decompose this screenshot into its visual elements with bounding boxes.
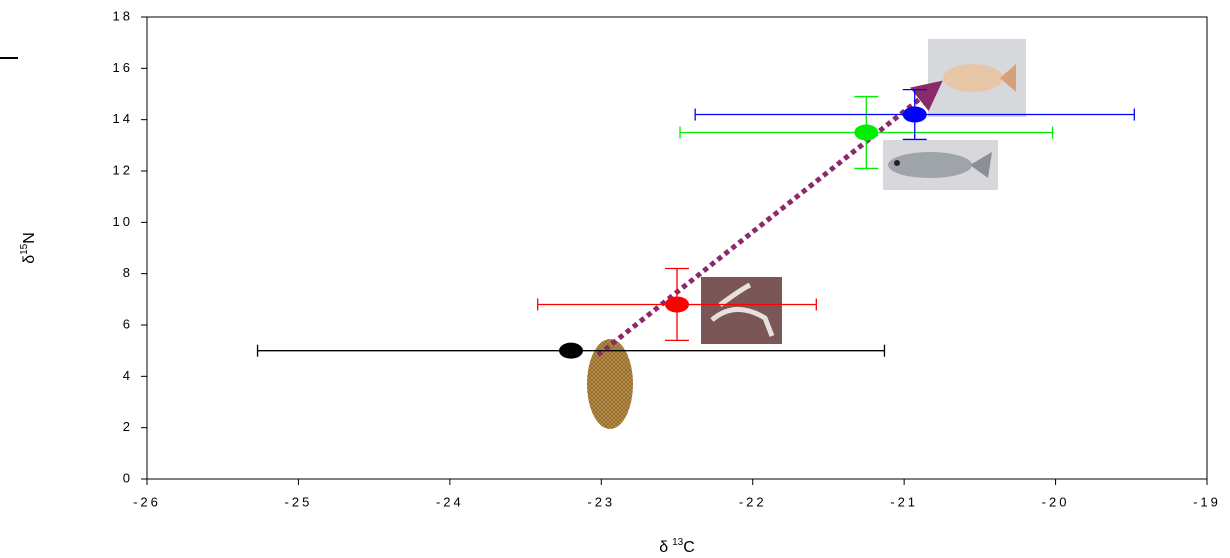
x-tick-label: -22 bbox=[739, 494, 767, 509]
shrimp-photo bbox=[701, 277, 782, 344]
y-tick-label: 0 bbox=[123, 470, 133, 485]
x-tick-label: -20 bbox=[1042, 494, 1070, 509]
y-tick-label: 10 bbox=[113, 214, 133, 229]
y-axis-label: δ15N bbox=[19, 232, 39, 264]
x-tick-label: -25 bbox=[285, 494, 313, 509]
point bbox=[665, 296, 689, 313]
y-tick-label: 4 bbox=[123, 368, 133, 383]
y-tick-label: 2 bbox=[123, 419, 133, 434]
x-tick-label: -26 bbox=[133, 494, 161, 509]
y-tick-label: 12 bbox=[113, 162, 133, 177]
plot-frame bbox=[146, 16, 1208, 480]
point bbox=[902, 106, 927, 123]
x-tick-label: -24 bbox=[436, 494, 464, 509]
producer-ellipse bbox=[587, 339, 633, 429]
point bbox=[854, 124, 879, 141]
x-axis-label: δ 13C bbox=[659, 537, 695, 557]
y-tick-label: 16 bbox=[113, 60, 133, 75]
y-tick-label: 6 bbox=[123, 316, 133, 331]
x-tick-label: -19 bbox=[1193, 494, 1221, 509]
red-fish-photo bbox=[928, 39, 1026, 117]
x-tick-label: -21 bbox=[890, 494, 918, 509]
y-tick-label: 18 bbox=[113, 8, 133, 23]
silver-fish-photo bbox=[883, 140, 998, 190]
point bbox=[559, 342, 583, 359]
x-tick-label: -23 bbox=[587, 494, 615, 509]
y-tick-label: 8 bbox=[123, 265, 133, 280]
y-tick-label: 14 bbox=[113, 111, 133, 126]
